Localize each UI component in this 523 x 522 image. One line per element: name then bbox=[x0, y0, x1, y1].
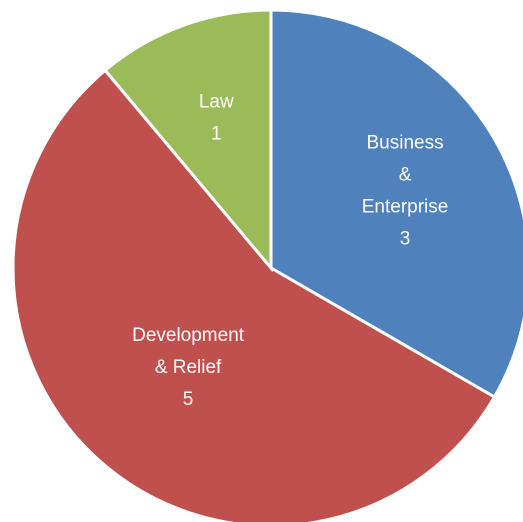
slice-value-label: 5 bbox=[183, 389, 194, 410]
slice-value-label: 1 bbox=[211, 124, 222, 145]
slice-label: Law 1 bbox=[199, 92, 234, 145]
slice-category-label: Development bbox=[132, 325, 245, 346]
slice-category-label: & Relief bbox=[155, 357, 222, 378]
slice-label: Business & Enterprise 3 bbox=[362, 133, 449, 250]
pie-slice-law bbox=[103, 8, 273, 273]
slice-category-label: Law bbox=[199, 92, 234, 113]
slice-label: Development & Relief 5 bbox=[132, 325, 245, 410]
slice-value-label: 3 bbox=[400, 229, 411, 250]
slice-category-label: Enterprise bbox=[362, 197, 449, 218]
slice-category-label: & bbox=[399, 165, 412, 186]
pie-slice-development-relief bbox=[11, 68, 497, 522]
slice-category-label: Business bbox=[367, 133, 444, 154]
pie-slice-business-enterprise bbox=[269, 8, 523, 400]
